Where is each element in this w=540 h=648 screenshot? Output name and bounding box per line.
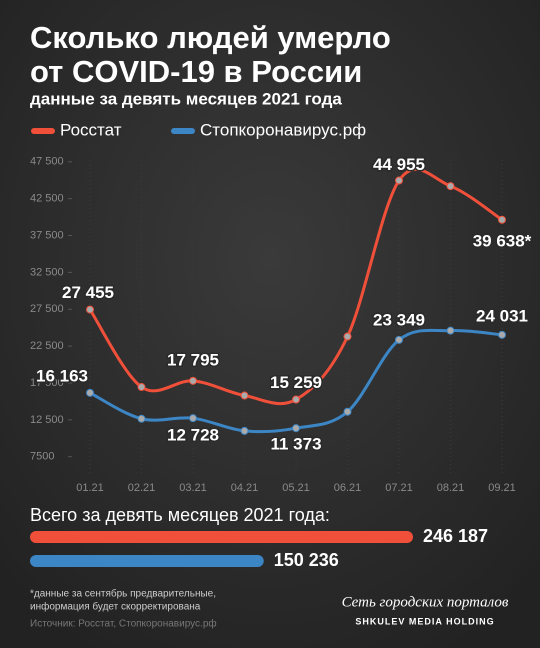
x-tick-label: 01.21 bbox=[76, 482, 104, 494]
y-tick-label: 37 500 bbox=[30, 229, 64, 241]
footnote: *данные за сентябрь предварительные, bbox=[30, 588, 216, 600]
point bbox=[292, 395, 300, 404]
value-label: 27 455 bbox=[62, 283, 114, 302]
value-label: 17 795 bbox=[167, 350, 219, 369]
y-tick-label: 7500 bbox=[30, 451, 54, 463]
point bbox=[395, 335, 403, 344]
line bbox=[88, 167, 503, 405]
legend-label: Росстат bbox=[60, 120, 122, 139]
value-label: 15 259 bbox=[270, 373, 322, 392]
point bbox=[189, 414, 197, 423]
legend-label: Стопкоронавирус.рф bbox=[200, 120, 366, 139]
point bbox=[137, 414, 146, 423]
x-tick-label: 09.21 bbox=[488, 482, 516, 494]
y-tick-label: 17 500 bbox=[30, 377, 64, 389]
value-label: 44 955 bbox=[373, 155, 425, 174]
point bbox=[240, 426, 249, 435]
point bbox=[189, 376, 197, 385]
point bbox=[498, 330, 506, 339]
x-tick-label: 06.21 bbox=[334, 482, 362, 494]
point bbox=[292, 424, 300, 433]
point bbox=[86, 305, 94, 314]
brand-sub: SHKULEV MEDIA HOLDING bbox=[355, 616, 494, 626]
y-tick-label: 27 500 bbox=[30, 303, 64, 315]
x-tick-label: 05.21 bbox=[282, 482, 310, 494]
value-label: 246 187 bbox=[423, 526, 488, 546]
value-label: 12 728 bbox=[167, 426, 219, 445]
x-tick-label: 03.21 bbox=[179, 482, 207, 494]
x-tick-label: 07.21 bbox=[385, 482, 413, 494]
value-label: 16 163 bbox=[36, 366, 88, 385]
y-tick-label: 32 500 bbox=[30, 266, 64, 278]
x-tick-label: 02.21 bbox=[128, 482, 156, 494]
value-label: 150 236 bbox=[274, 550, 339, 570]
value-label: 24 031 bbox=[476, 306, 528, 325]
x-tick-label: 04.21 bbox=[231, 482, 259, 494]
totals-title: Всего за девять месяцев 2021 года: bbox=[30, 505, 330, 525]
value-label: 23 349 bbox=[373, 310, 425, 329]
value-label: 11 373 bbox=[270, 435, 321, 454]
point bbox=[395, 176, 403, 185]
chart-title: Сколько людей умерло от COVID-19 в России bbox=[30, 20, 391, 89]
y-tick-label: 12 500 bbox=[30, 414, 64, 426]
point bbox=[446, 326, 455, 335]
point bbox=[498, 215, 506, 224]
value-label: 39 638* bbox=[473, 231, 532, 250]
point bbox=[343, 407, 352, 416]
brand: Сеть городских порталов bbox=[342, 594, 509, 610]
y-tick-label: 47 500 bbox=[30, 156, 64, 168]
point bbox=[240, 391, 249, 400]
point bbox=[137, 383, 146, 392]
x-tick-label: 08.21 bbox=[437, 482, 465, 494]
point bbox=[86, 388, 94, 397]
chart-title-text: Сколько людей умерло от COVID-19 в России bbox=[30, 20, 391, 89]
y-tick-label: 42 500 bbox=[30, 193, 64, 205]
point bbox=[446, 182, 455, 191]
y-tick-label: 22 500 bbox=[30, 340, 64, 352]
source: Источник: Росстат, Стопкоронавирус.рф bbox=[30, 618, 217, 630]
point bbox=[343, 332, 352, 341]
chart-subtitle: данные за девять месяцев 2021 года bbox=[30, 89, 342, 108]
footnote: информация будет скорректирована bbox=[30, 601, 201, 613]
